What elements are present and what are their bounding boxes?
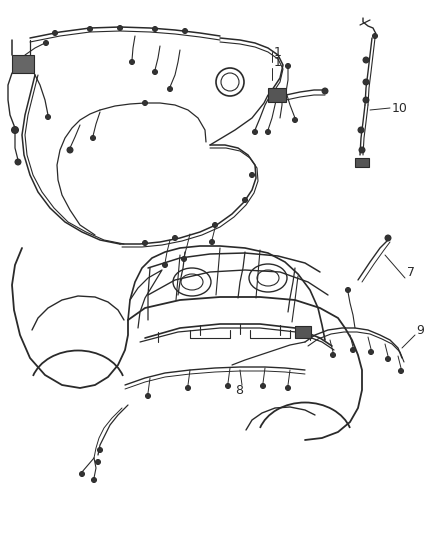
Circle shape bbox=[252, 130, 258, 134]
Circle shape bbox=[46, 115, 50, 119]
Text: 9: 9 bbox=[416, 324, 424, 336]
Circle shape bbox=[385, 235, 391, 241]
Circle shape bbox=[91, 135, 95, 141]
Circle shape bbox=[209, 239, 215, 245]
Circle shape bbox=[368, 350, 374, 354]
Bar bbox=[295, 326, 311, 338]
Circle shape bbox=[53, 30, 57, 36]
Circle shape bbox=[181, 256, 187, 262]
Circle shape bbox=[152, 69, 158, 75]
Circle shape bbox=[250, 173, 254, 177]
Circle shape bbox=[265, 130, 271, 134]
Circle shape bbox=[359, 147, 365, 153]
Circle shape bbox=[183, 28, 187, 34]
Text: 1: 1 bbox=[274, 45, 282, 59]
Circle shape bbox=[80, 472, 85, 477]
Bar bbox=[268, 88, 286, 102]
Circle shape bbox=[261, 384, 265, 389]
Circle shape bbox=[363, 79, 369, 85]
Circle shape bbox=[243, 198, 247, 203]
Circle shape bbox=[98, 448, 102, 453]
Circle shape bbox=[399, 368, 403, 374]
Circle shape bbox=[162, 262, 167, 268]
Circle shape bbox=[186, 385, 191, 391]
Circle shape bbox=[363, 97, 369, 103]
Circle shape bbox=[385, 357, 391, 361]
Text: 7: 7 bbox=[407, 265, 415, 279]
Circle shape bbox=[67, 147, 73, 153]
Circle shape bbox=[142, 240, 148, 246]
Circle shape bbox=[95, 459, 100, 464]
Circle shape bbox=[167, 86, 173, 92]
Circle shape bbox=[363, 57, 369, 63]
Bar bbox=[355, 158, 369, 167]
Circle shape bbox=[142, 101, 148, 106]
Circle shape bbox=[346, 287, 350, 293]
Circle shape bbox=[43, 41, 49, 45]
Circle shape bbox=[350, 348, 356, 352]
Circle shape bbox=[226, 384, 230, 389]
Circle shape bbox=[92, 478, 96, 482]
Circle shape bbox=[173, 236, 177, 240]
Circle shape bbox=[145, 393, 151, 399]
Circle shape bbox=[88, 27, 92, 31]
Circle shape bbox=[286, 63, 290, 69]
Circle shape bbox=[152, 27, 158, 31]
Circle shape bbox=[372, 34, 378, 38]
Circle shape bbox=[117, 26, 123, 30]
Circle shape bbox=[286, 385, 290, 391]
Circle shape bbox=[15, 159, 21, 165]
Text: 1: 1 bbox=[274, 55, 282, 69]
Circle shape bbox=[130, 60, 134, 64]
Circle shape bbox=[293, 117, 297, 123]
Circle shape bbox=[358, 127, 364, 133]
Circle shape bbox=[11, 126, 18, 133]
Circle shape bbox=[322, 88, 328, 94]
Circle shape bbox=[212, 222, 218, 228]
Text: 8: 8 bbox=[235, 384, 243, 397]
Circle shape bbox=[331, 352, 336, 358]
Text: 10: 10 bbox=[392, 101, 408, 115]
Bar bbox=[12, 55, 34, 73]
